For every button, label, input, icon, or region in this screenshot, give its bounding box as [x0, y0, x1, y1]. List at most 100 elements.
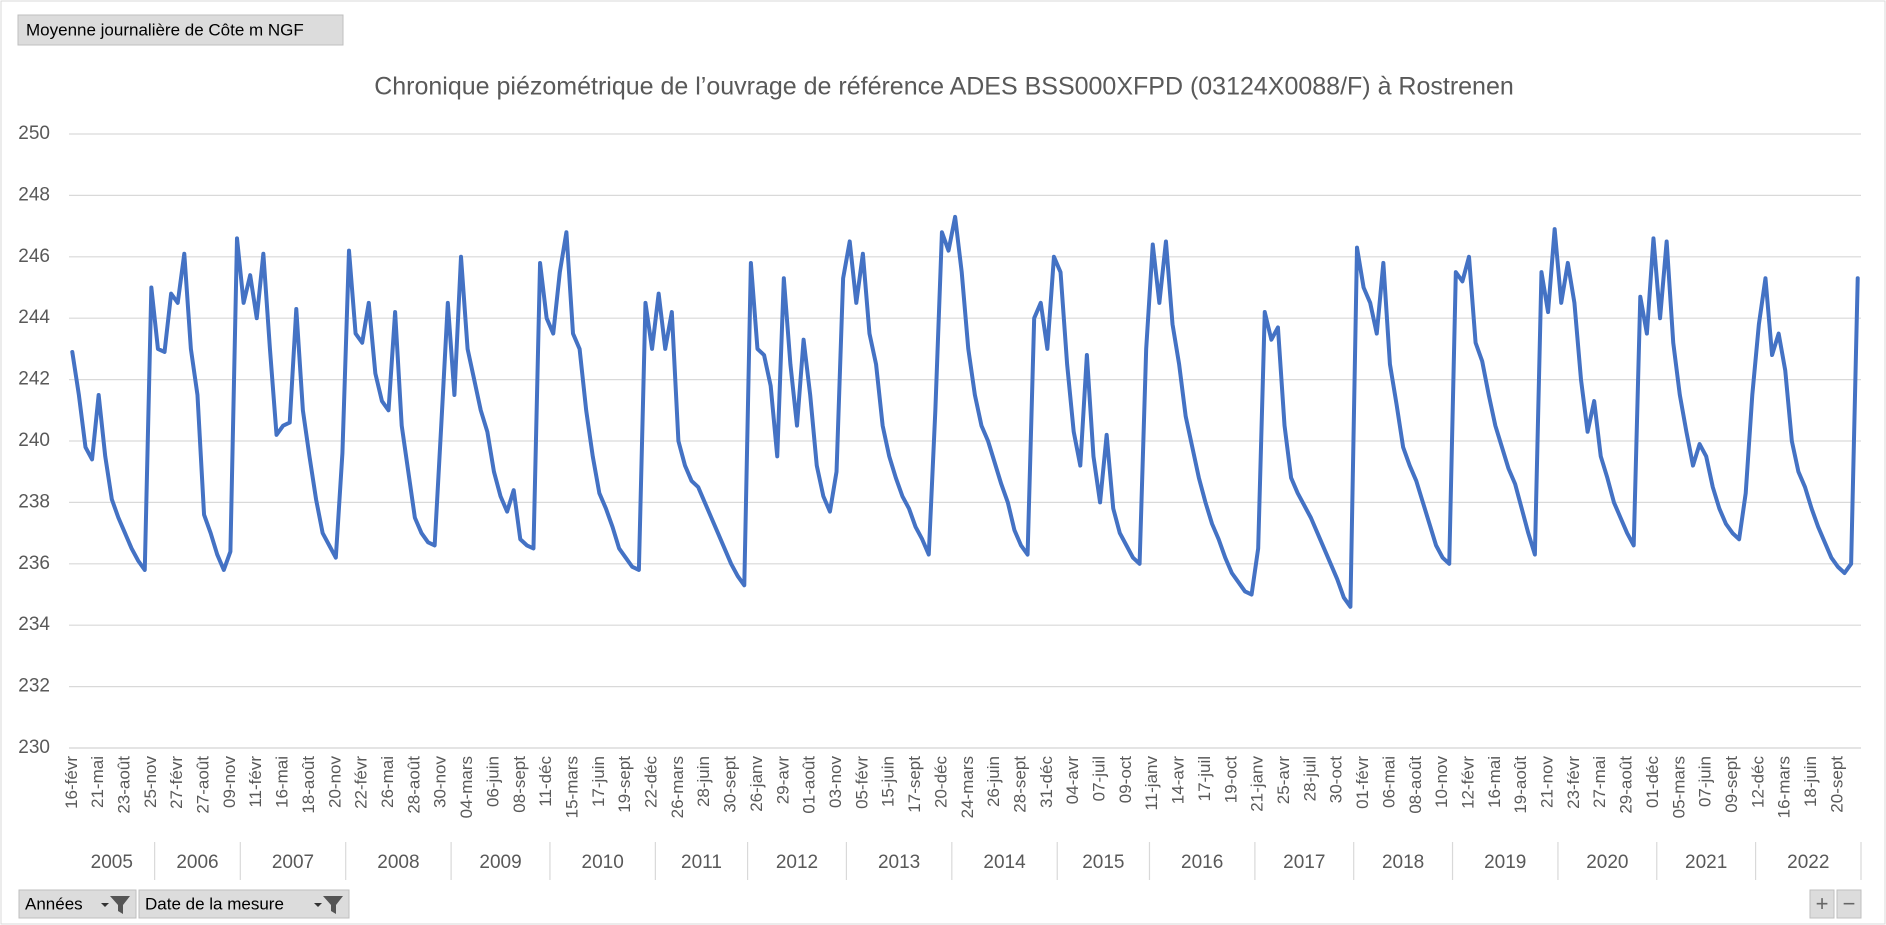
x-tick-label: 20-nov [325, 756, 344, 808]
year-label: 2018 [1382, 852, 1424, 873]
x-tick-label: 28-juil [1300, 756, 1319, 801]
x-tick-label: 26-mai [378, 756, 397, 808]
field-button-label: Moyenne journalière de Côte m NGF [26, 20, 304, 39]
row-field-button[interactable]: Années [18, 889, 137, 919]
x-tick-label: 12-déc [1748, 756, 1767, 808]
year-label: 2009 [479, 852, 521, 873]
year-label: 2022 [1787, 852, 1829, 873]
x-tick-label: 25-nov [141, 756, 160, 808]
year-label: 2020 [1586, 852, 1628, 873]
x-tick-label: 24-mars [958, 756, 977, 818]
zoom-in[interactable]: + [1809, 889, 1835, 919]
year-label: 2011 [681, 852, 722, 873]
zoom-out[interactable]: − [1836, 889, 1862, 919]
x-tick-label: 08-sept [510, 756, 529, 813]
year-label: 2017 [1283, 852, 1325, 873]
y-tick-label: 230 [18, 737, 50, 758]
x-tick-label: 28-août [404, 756, 423, 814]
x-tick-label: 25-avr [1274, 756, 1293, 805]
x-tick-label: 14-avr [1169, 756, 1188, 805]
x-tick-label: 20-sept [1827, 756, 1846, 813]
year-label: 2014 [983, 852, 1026, 873]
x-tick-label: 30-sept [721, 756, 740, 813]
x-tick-label: 22-févr [352, 756, 371, 809]
year-label: 2013 [878, 852, 920, 873]
y-tick-label: 238 [18, 491, 50, 512]
x-tick-label: 27-mai [1590, 756, 1609, 808]
x-tick-label: 16-mai [273, 756, 292, 808]
x-tick-label: 11-janv [1142, 756, 1161, 811]
dropdown-arrow [101, 903, 109, 907]
y-tick-label: 234 [18, 614, 50, 635]
x-tick-label: 27-févr [167, 756, 186, 809]
x-tick-label: 29-août [1617, 756, 1636, 814]
year-label: 2007 [272, 852, 314, 873]
x-tick-label: 07-juin [1696, 756, 1715, 807]
chart-title: Chronique piézométrique de l’ouvrage de … [374, 73, 1514, 101]
row-field-bg [18, 889, 137, 919]
year-label: 2015 [1082, 852, 1124, 873]
x-tick-label: 06-juin [483, 756, 502, 807]
x-tick-label: 15-mars [562, 756, 581, 818]
year-label: 2021 [1685, 852, 1727, 873]
x-tick-label: 05-mars [1669, 756, 1688, 818]
x-tick-label: 30-oct [1327, 756, 1346, 804]
x-tick-label: 17-sept [905, 756, 924, 813]
x-tick-label: 18-juin [1801, 756, 1820, 807]
x-tick-label: 22-déc [642, 756, 661, 808]
x-tick-label: 11-févr [246, 756, 265, 808]
row-field-label: Date de la mesure [145, 894, 284, 913]
x-tick-label: 05-févr [852, 756, 871, 809]
y-tick-label: 246 [18, 246, 50, 267]
year-label: 2006 [176, 852, 218, 873]
x-tick-label: 16-mai [1485, 756, 1504, 808]
y-tick-label: 244 [18, 307, 50, 328]
x-tick-label: 21-mai [88, 756, 107, 808]
zoom-in-label: + [1816, 891, 1829, 916]
x-tick-label: 17-juil [1195, 756, 1214, 801]
x-tick-label: 04-avr [1063, 756, 1082, 805]
x-tick-label: 19-oct [1221, 756, 1240, 804]
dropdown-arrow [314, 903, 322, 907]
year-label: 2008 [377, 852, 419, 873]
year-label: 2012 [776, 852, 818, 873]
x-tick-label: 09-sept [1722, 756, 1741, 813]
x-tick-label: 27-août [194, 756, 213, 814]
x-tick-label: 29-avr [773, 756, 792, 805]
year-label: 2016 [1181, 852, 1223, 873]
x-tick-label: 12-févr [1458, 756, 1477, 809]
row-field-button[interactable]: Date de la mesure [138, 889, 350, 919]
filter-icon [110, 896, 130, 914]
x-tick-label: 21-janv [1248, 756, 1267, 812]
x-tick-label: 20-déc [931, 756, 950, 808]
y-tick-label: 248 [18, 184, 50, 205]
year-label: 2019 [1484, 852, 1526, 873]
field-button-bg [17, 14, 344, 46]
x-tick-label: 19-août [1511, 756, 1530, 814]
year-label: 2005 [91, 852, 133, 873]
x-tick-label: 31-déc [1037, 756, 1056, 808]
x-tick-label: 11-déc [536, 756, 555, 807]
field-button[interactable]: Moyenne journalière de Côte m NGF [17, 14, 344, 46]
x-tick-label: 28-juin [694, 756, 713, 807]
x-tick-label: 01-févr [1353, 756, 1372, 809]
x-tick-label: 01-déc [1643, 756, 1662, 808]
x-tick-label: 03-nov [826, 756, 845, 808]
x-tick-label: 26-mars [668, 756, 687, 818]
y-tick-label: 250 [18, 123, 50, 144]
y-tick-label: 236 [18, 553, 50, 574]
x-tick-label: 26-janv [747, 756, 766, 812]
x-tick-label: 15-juin [879, 756, 898, 807]
x-tick-label: 23-août [114, 756, 133, 814]
x-tick-label: 19-sept [615, 756, 634, 813]
y-tick-label: 240 [18, 430, 50, 451]
x-tick-label: 16-févr [62, 756, 81, 809]
y-tick-label: 242 [18, 369, 50, 390]
x-tick-label: 30-nov [431, 756, 450, 808]
x-tick-label: 09-oct [1116, 756, 1135, 804]
x-tick-label: 06-mai [1379, 756, 1398, 808]
filter-icon [323, 896, 343, 914]
data-line [70, 214, 1860, 609]
